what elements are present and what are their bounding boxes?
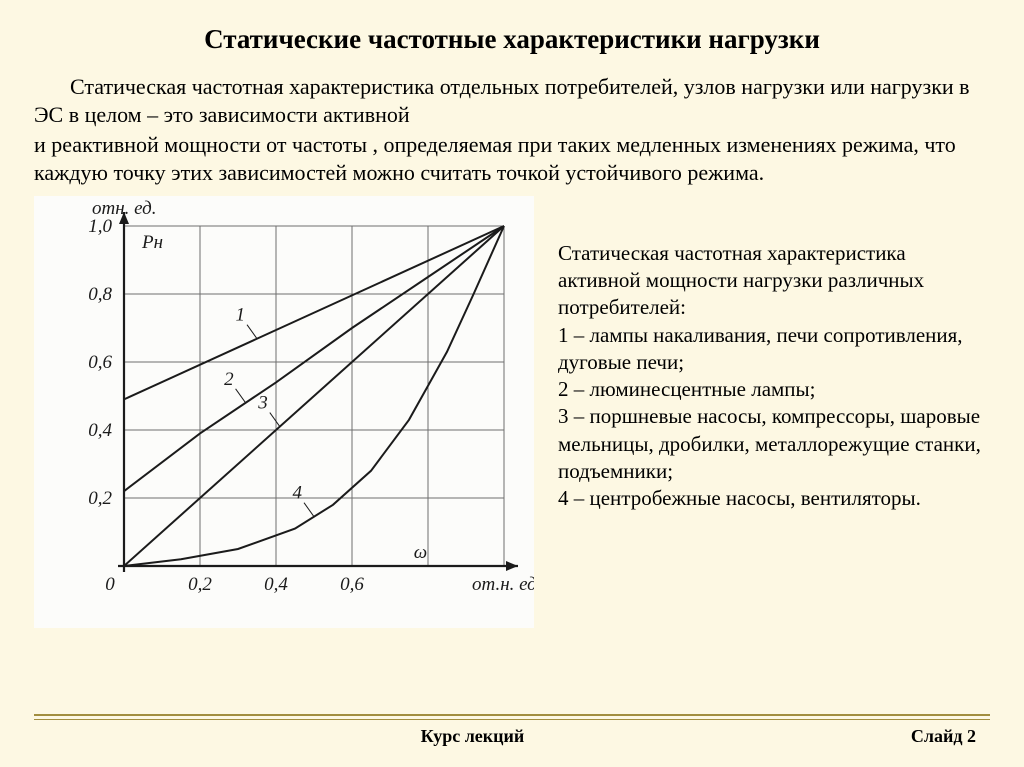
svg-text:0,2: 0,2	[188, 574, 212, 595]
footer-divider	[34, 714, 990, 720]
footer: Курс лекций Слайд 2	[34, 714, 990, 747]
svg-text:0,6: 0,6	[340, 574, 364, 595]
svg-text:от.н. ед.: от.н. ед.	[472, 574, 534, 595]
footer-course: Курс лекций	[34, 726, 911, 747]
content-row: 0,2 0,4 0,6 0,8 1,0 0,2 0,4 0,6 0 отн. ед. Pн ω от.н…	[34, 196, 990, 628]
page-title: Статические частотные характеристики наг…	[34, 24, 990, 55]
chart-legend: Статическая частотная характеристика акт…	[534, 196, 990, 513]
svg-text:0,4: 0,4	[264, 574, 288, 595]
frequency-chart: 0,2 0,4 0,6 0,8 1,0 0,2 0,4 0,6 0 отн. ед. Pн ω от.н…	[34, 196, 534, 628]
svg-text:ω: ω	[414, 542, 427, 563]
svg-text:2: 2	[224, 368, 234, 389]
footer-text: Курс лекций Слайд 2	[34, 724, 990, 747]
intro-para-1: Статическая частотная характеристика отд…	[34, 73, 990, 129]
slide: Статические частотные характеристики наг…	[0, 0, 1024, 767]
svg-text:0,2: 0,2	[88, 488, 112, 509]
svg-text:0: 0	[105, 574, 115, 595]
svg-text:0,6: 0,6	[88, 352, 112, 373]
intro-para-2: и реактивной мощности от частоты , опред…	[34, 131, 990, 187]
svg-text:4: 4	[293, 482, 303, 503]
legend-item-2: 2 – люминесцентные лампы;	[558, 377, 816, 401]
legend-intro: Статическая частотная характеристика акт…	[558, 241, 924, 320]
svg-text:1: 1	[236, 304, 246, 325]
svg-text:3: 3	[257, 392, 268, 413]
svg-text:0,8: 0,8	[88, 284, 112, 305]
svg-text:1,0: 1,0	[88, 216, 112, 237]
svg-text:отн. ед.: отн. ед.	[92, 198, 156, 219]
legend-item-3: 3 – поршневые насосы, компрессоры, шаров…	[558, 404, 981, 483]
legend-item-1: 1 – лампы накаливания, печи сопротивлени…	[558, 323, 963, 374]
svg-text:Pн: Pн	[141, 232, 163, 253]
chart-container: 0,2 0,4 0,6 0,8 1,0 0,2 0,4 0,6 0 отн. ед. Pн ω от.н…	[34, 196, 534, 628]
legend-item-4: 4 – центробежные насосы, вентиляторы.	[558, 486, 921, 510]
footer-slide-number: Слайд 2	[911, 726, 976, 747]
svg-text:0,4: 0,4	[88, 420, 112, 441]
